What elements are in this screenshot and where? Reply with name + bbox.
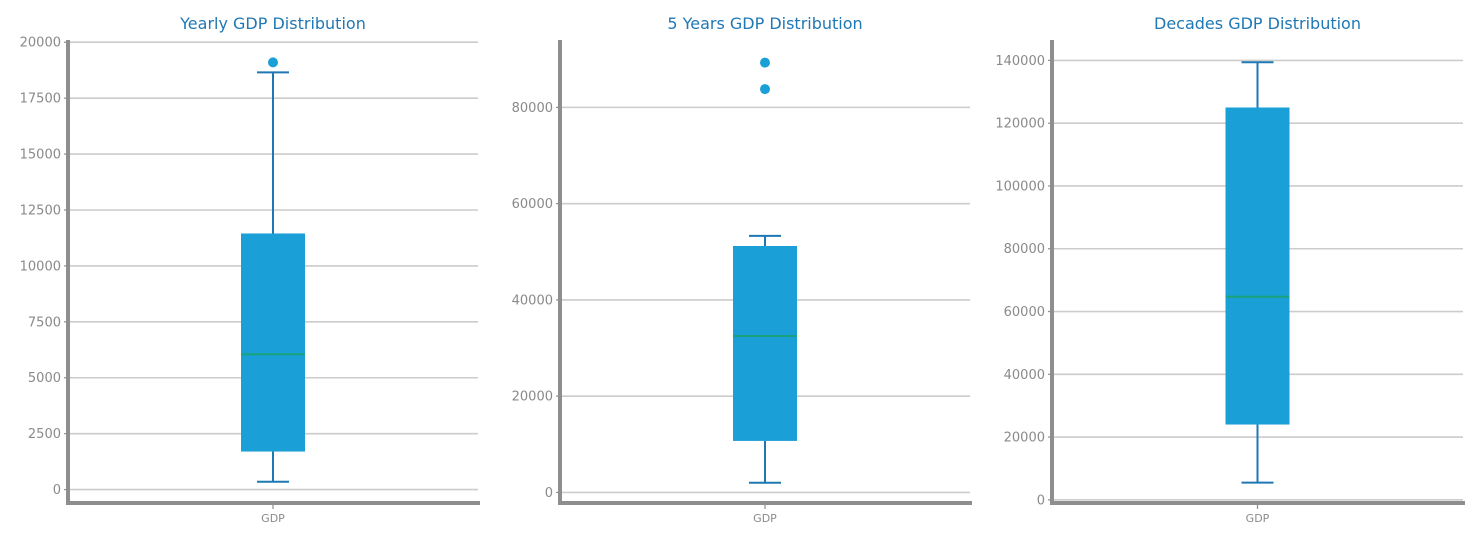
y-tick-label: 0 — [53, 483, 61, 498]
y-tick-label: 120000 — [995, 117, 1045, 132]
x-tick-label: GDP — [261, 512, 285, 525]
y-tick-label: 40000 — [1004, 368, 1045, 383]
y-tick-label: 100000 — [995, 179, 1045, 194]
chart-title: 5 Years GDP Distribution — [667, 14, 862, 33]
box-iqr — [1225, 107, 1290, 425]
y-tick-label: 60000 — [1004, 305, 1045, 320]
chart-title: Decades GDP Distribution — [1154, 14, 1361, 33]
y-tick-label: 140000 — [995, 54, 1045, 69]
x-tick-label: GDP — [753, 512, 777, 525]
outlier-point — [760, 57, 770, 68]
outlier-point — [268, 57, 278, 68]
x-tick-label: GDP — [1246, 512, 1270, 525]
chart-panel-3: Decades GDP Distribution 0 20000 40000 60000… — [995, 14, 1465, 525]
y-tick-label: 0 — [1037, 493, 1045, 508]
y-tick-label: 12500 — [20, 203, 61, 218]
y-tick-label: 5000 — [28, 371, 61, 386]
y-tick-label: 20000 — [512, 390, 553, 405]
y-tick-label: 7500 — [28, 315, 61, 330]
y-tick-label: 17500 — [20, 92, 61, 107]
chart-title: Yearly GDP Distribution — [179, 14, 366, 33]
y-tick-label: 20000 — [20, 36, 61, 51]
y-tick-label: 10000 — [20, 259, 61, 274]
box-iqr — [241, 233, 305, 452]
chart-panel-1: Yearly GDP Distribution 0 2500 5000 7500 1000… — [20, 14, 480, 525]
y-tick-label: 0 — [545, 486, 553, 501]
y-tick-label: 40000 — [512, 293, 553, 308]
y-tick-label: 20000 — [1004, 431, 1045, 446]
outlier-point — [760, 84, 770, 95]
y-tick-label: 15000 — [20, 148, 61, 163]
box-iqr — [733, 245, 797, 441]
y-tick-label: 60000 — [512, 197, 553, 212]
y-tick-label: 80000 — [512, 101, 553, 116]
chart-panel-2: 5 Years GDP Distribution 0 20000 40000 60000… — [512, 14, 972, 525]
y-tick-label: 80000 — [1004, 242, 1045, 257]
y-tick-label: 2500 — [28, 427, 61, 442]
